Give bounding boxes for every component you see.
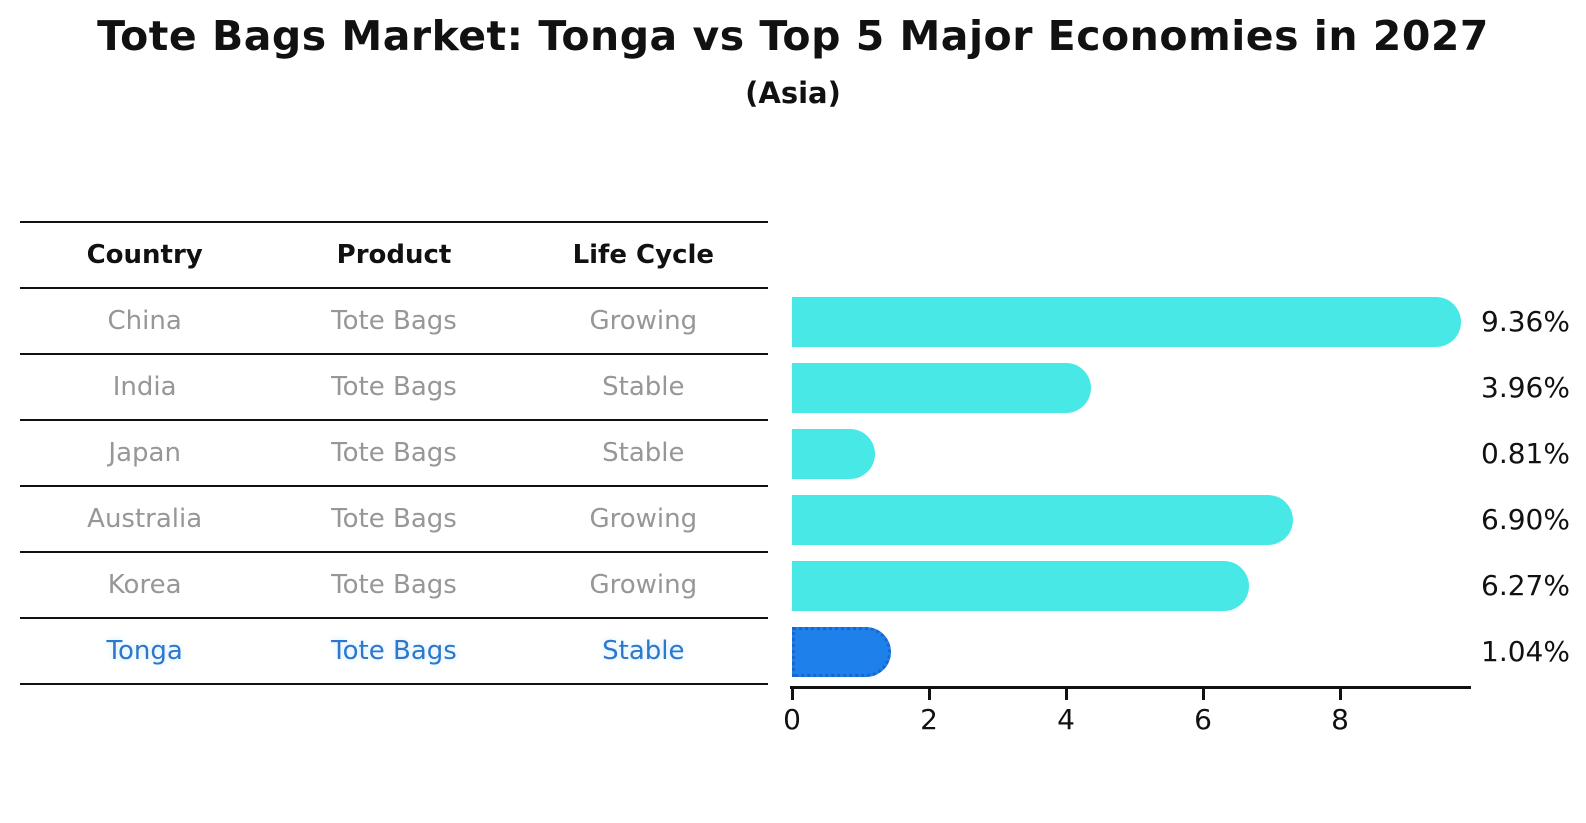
cell-product: Tote Bags [331,636,457,666]
bar-value-label-tonga: 1.04% [1481,635,1570,668]
bar-value-label-japan: 0.81% [1481,437,1570,470]
bar-india [792,363,1091,413]
bar-tonga [792,627,891,677]
cell-life-cycle: Growing [589,570,698,600]
x-axis-tick-mark-6 [1201,689,1205,700]
bar-korea [792,561,1249,611]
cell-life-cycle: Stable [602,372,685,402]
bar-value-label-australia: 6.90% [1481,503,1570,536]
cell-product: Tote Bags [331,570,457,600]
x-axis-tick-mark-4 [1064,689,1068,700]
column-header-life-cycle: Life Cycle [572,240,715,270]
x-axis-line [790,686,1471,689]
table-row-india: India Tote Bags Stable [20,355,768,421]
cell-life-cycle: Growing [589,306,698,336]
table-row-tonga: Tonga Tote Bags Stable [20,619,768,685]
cell-country: China [107,306,182,336]
bar-japan [792,429,875,479]
bar-china [792,297,1461,347]
x-axis-tick-label-0: 0 [783,703,801,736]
cell-country: Australia [87,504,203,534]
cell-product: Tote Bags [331,372,457,402]
table-body: China Tote Bags Growing India Tote Bags Stabl… [20,289,768,685]
column-header-product: Product [336,240,452,270]
table-header-row: Country Product Life Cycle [20,223,768,289]
table-row-korea: Korea Tote Bags Growing [20,553,768,619]
cell-life-cycle: Stable [602,438,685,468]
data-table: Country Product Life Cycle China Tote Bag… [20,221,768,685]
cell-product: Tote Bags [331,504,457,534]
cell-country: Japan [108,438,181,468]
bar-value-label-india: 3.96% [1481,371,1570,404]
cell-product: Tote Bags [331,306,457,336]
x-axis-tick-label-2: 2 [920,703,938,736]
cell-life-cycle: Stable [602,636,685,666]
table-row-japan: Japan Tote Bags Stable [20,421,768,487]
cell-product: Tote Bags [331,438,457,468]
bar-value-label-korea: 6.27% [1481,569,1570,602]
cell-country: Tonga [106,636,183,666]
x-axis-tick-label-6: 6 [1194,703,1212,736]
x-axis-tick-label-8: 8 [1331,703,1349,736]
cell-life-cycle: Growing [589,504,698,534]
chart-subtitle: (Asia) [745,76,841,110]
chart-title: Tote Bags Market: Tonga vs Top 5 Major E… [97,12,1489,60]
bar-value-label-china: 9.36% [1481,305,1570,338]
bar-australia [792,495,1293,545]
column-header-country: Country [86,240,203,270]
cell-country: Korea [107,570,182,600]
table-row-australia: Australia Tote Bags Growing [20,487,768,553]
x-axis-tick-mark-0 [790,689,794,700]
cell-country: India [112,372,177,402]
x-axis-tick-label-4: 4 [1057,703,1075,736]
x-axis-tick-mark-2 [927,689,931,700]
x-axis-tick-mark-8 [1338,689,1342,700]
table-row-china: China Tote Bags Growing [20,289,768,355]
